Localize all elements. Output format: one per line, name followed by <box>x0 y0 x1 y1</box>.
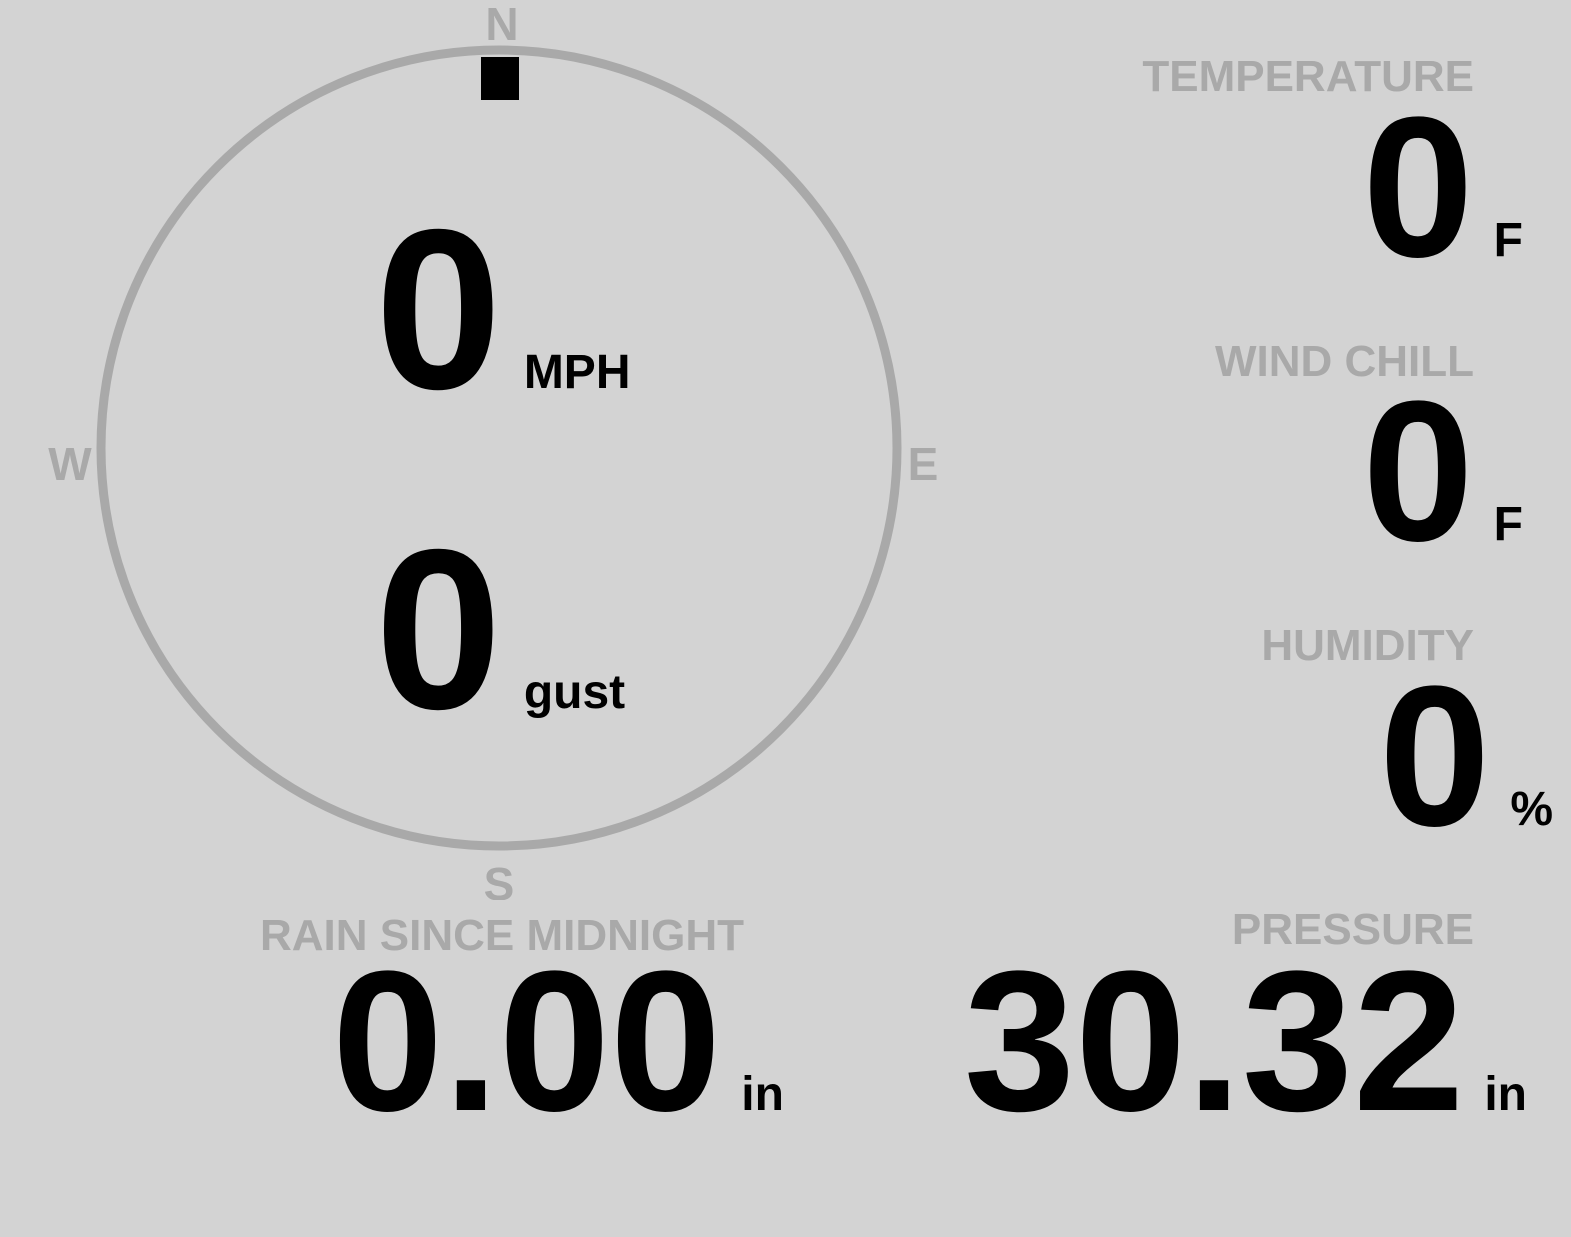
compass-north: N <box>485 0 518 50</box>
humidity-value: 0 <box>1379 645 1491 868</box>
compass-west: W <box>48 438 92 490</box>
humidity-unit: % <box>1510 783 1553 836</box>
wind-gust-value: 0 <box>375 503 502 757</box>
wind-gust-unit: gust <box>523 666 626 719</box>
temperature: 0 F <box>1362 88 1523 288</box>
wind-speed: 0 MPH <box>375 196 630 424</box>
temperature-label: TEMPERATURE <box>1142 52 1474 101</box>
pressure-value: 30.32 <box>963 930 1465 1153</box>
wind-chill-unit: F <box>1493 498 1523 551</box>
compass: N E S W <box>48 0 939 900</box>
pressure-label: PRESSURE <box>1231 905 1474 954</box>
compass-south: S <box>484 858 515 900</box>
compass-ring <box>96 45 902 851</box>
wind-direction-marker <box>481 57 519 100</box>
rain-label: RAIN SINCE MIDNIGHT <box>260 911 744 960</box>
temperature-value: 0 <box>1362 76 1474 299</box>
compass-east: E <box>908 438 939 490</box>
temperature-unit: F <box>1493 214 1523 267</box>
wind-chill-label: WIND CHILL <box>1214 337 1474 386</box>
rain-value: 0.00 <box>332 930 722 1153</box>
wind-gust: 0 gust <box>375 516 625 744</box>
wind-chill-value: 0 <box>1362 360 1474 583</box>
humidity-label: HUMIDITY <box>1261 621 1474 670</box>
wind-chill: 0 F <box>1362 372 1523 572</box>
pressure: 30.32 in <box>964 942 1527 1142</box>
wind-speed-unit: MPH <box>523 346 631 399</box>
pressure-unit: in <box>1484 1068 1527 1121</box>
rain: 0.00 in <box>332 942 784 1142</box>
rain-unit: in <box>741 1068 784 1121</box>
wind-speed-value: 0 <box>375 183 502 437</box>
humidity: 0 % <box>1379 657 1553 857</box>
